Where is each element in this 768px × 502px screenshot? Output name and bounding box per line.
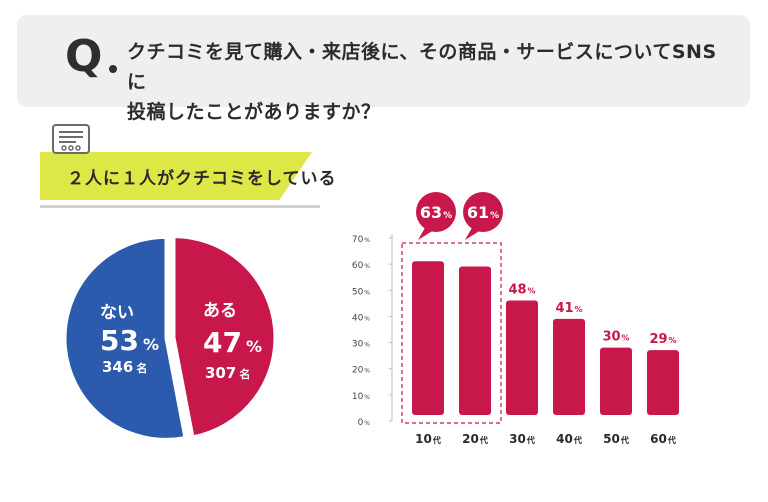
x-tick-label-30: 30代 (509, 432, 535, 446)
pie-slice-no (63, 235, 187, 441)
bar-30 (506, 300, 538, 415)
data-label-20: 61% (467, 203, 499, 222)
data-label-50: 30% (602, 330, 629, 345)
y-tick-label: 60% (352, 261, 370, 271)
question-line-2: 投稿したことがありますか？ (127, 101, 381, 123)
bar-60 (647, 350, 679, 415)
banner-underline (40, 205, 320, 208)
banner-text: ２人に１人がクチコミをしている (67, 169, 337, 189)
banner-background (40, 152, 312, 200)
x-tick-label-10: 10代 (415, 432, 441, 446)
bar-10 (412, 261, 444, 415)
y-tick-label: 50% (352, 287, 370, 297)
x-tick-label-50: 50代 (603, 432, 629, 446)
pie-label-no: ない (100, 303, 134, 323)
question-text: クチコミを見て購入・来店後に、その商品・サービスについてSNSに 投稿したことが… (127, 37, 727, 127)
summary-banner: ２人に１人がクチコミをしている (40, 124, 340, 210)
x-tick-label-60: 60代 (650, 432, 676, 446)
y-tick-label: 10% (352, 392, 370, 402)
data-label-60: 29% (649, 332, 676, 347)
bar-40 (553, 318, 585, 415)
pie-percent-no: 53% (100, 324, 159, 357)
question-dot (109, 65, 117, 73)
y-tick-label: 70% (352, 235, 370, 245)
pie-percent-yes: 47% (203, 326, 262, 359)
bar-20 (459, 266, 491, 415)
document-icon (52, 124, 90, 154)
data-label-10: 63% (420, 203, 452, 222)
x-tick-label-40: 40代 (556, 432, 582, 446)
y-tick-label: 0% (358, 418, 371, 428)
bar-50 (600, 347, 632, 415)
question-line-1: クチコミを見て購入・来店後に、その商品・サービスについてSNSに (127, 41, 717, 93)
value-bubble-tail-10 (418, 226, 434, 240)
data-label-30: 48% (508, 283, 535, 298)
pie-label-yes: ある (203, 301, 237, 321)
data-label-40: 41% (555, 301, 582, 316)
x-tick-label-20: 20代 (462, 432, 488, 446)
question-mark: Q (65, 31, 103, 82)
highlight-box (401, 242, 502, 424)
value-bubble-tail-20 (465, 226, 481, 240)
pie-slice-yes (172, 235, 277, 439)
value-bubble-20 (463, 192, 503, 232)
question-box: Q クチコミを見て購入・来店後に、その商品・サービスについてSNSに 投稿したこ… (17, 15, 750, 123)
y-tick-label: 40% (352, 313, 370, 323)
y-tick-label: 30% (352, 340, 370, 350)
value-bubble-10 (416, 192, 456, 232)
pie-count-no: 346 名 (102, 358, 147, 376)
pie-count-yes: 307 名 (205, 364, 250, 382)
y-tick-label: 20% (352, 366, 370, 376)
